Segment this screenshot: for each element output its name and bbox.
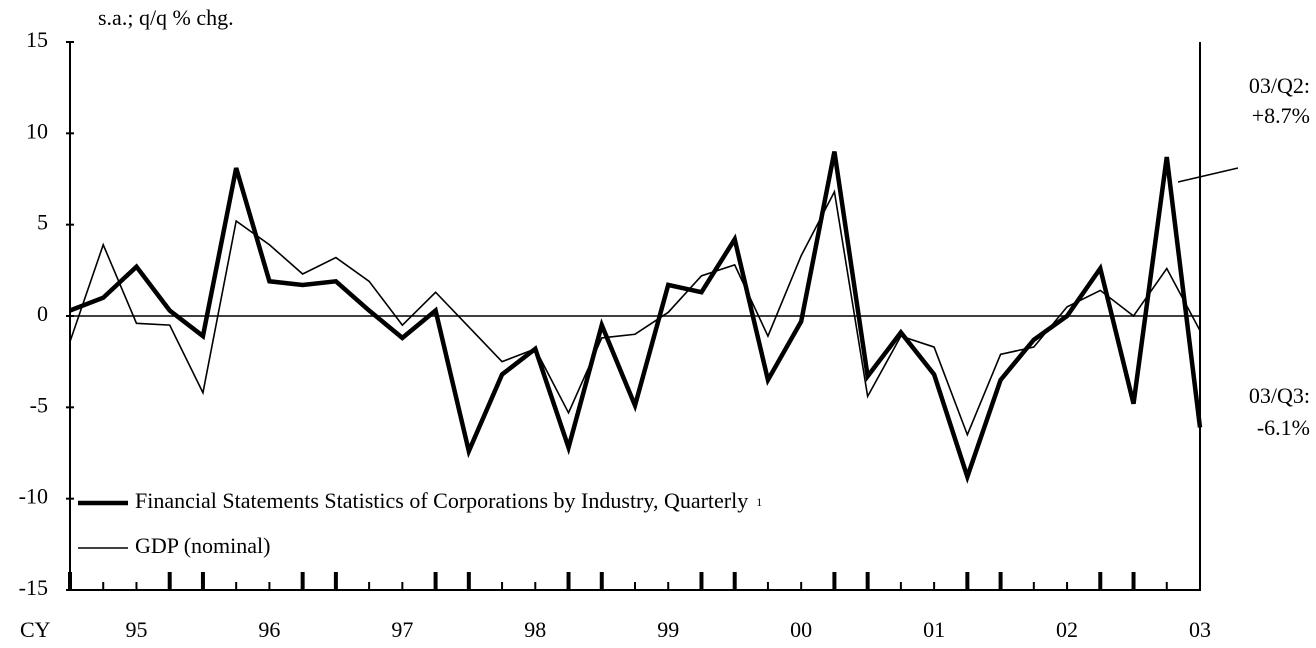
x-tick-label: 97 [391, 617, 413, 642]
legend-label: GDP (nominal) [135, 533, 270, 558]
y-tick-label: 5 [37, 210, 48, 235]
legend-footnote: 1 [756, 495, 762, 509]
annotation-leader [1177, 167, 1239, 183]
x-axis-label: CY [20, 617, 51, 642]
x-tick-label: 98 [524, 617, 546, 642]
series-line [69, 151, 1203, 484]
y-tick-label: -5 [30, 392, 48, 417]
y-tick-label: -15 [19, 575, 48, 600]
annotation: +8.7% [1252, 103, 1310, 128]
x-tick-label: 01 [923, 617, 945, 642]
annotation: 03/Q3: [1249, 383, 1310, 408]
annotation: -6.1% [1257, 415, 1310, 440]
legend-label: Financial Statements Statistics of Corpo… [135, 488, 762, 513]
y-tick-label: 15 [26, 27, 48, 52]
y-tick-label: -10 [19, 484, 48, 509]
series-line [69, 189, 1201, 437]
y-tick-label: 10 [26, 118, 48, 143]
x-tick-label: 02 [1056, 617, 1078, 642]
x-tick-label: 00 [790, 617, 812, 642]
x-tick-label: 99 [657, 617, 679, 642]
legend-name: Financial Statements Statistics of Corpo… [135, 488, 748, 513]
subtitle: s.a.; q/q % chg. [98, 5, 234, 30]
x-tick-label: 96 [258, 617, 280, 642]
x-tick-label: 03 [1189, 617, 1211, 642]
x-tick-label: 95 [125, 617, 147, 642]
annotation: 03/Q2: [1249, 73, 1310, 98]
legend-name: GDP (nominal) [135, 533, 270, 558]
y-tick-label: 0 [37, 301, 48, 326]
